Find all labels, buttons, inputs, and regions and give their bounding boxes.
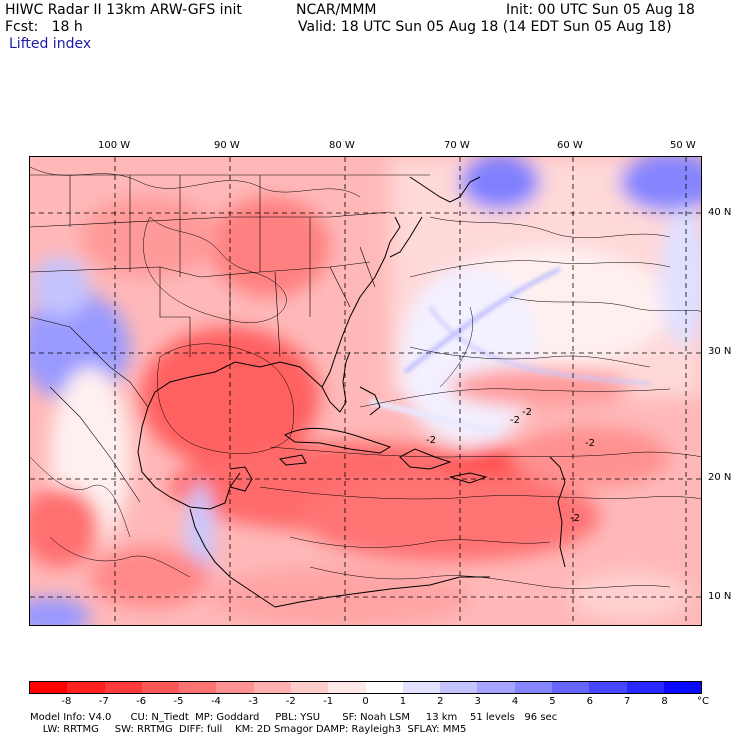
colorbar-segment (589, 682, 627, 693)
colorbar-segment (253, 682, 291, 693)
colorbar-segment (402, 682, 441, 693)
colorbar-tick-label: -4 (210, 696, 221, 707)
colorbar-tick-label: 8 (661, 696, 668, 707)
map-canvas (30, 157, 701, 625)
colorbar-tick-label: -7 (98, 696, 109, 707)
contour-label: -2 (585, 438, 595, 449)
colorbar-segment (141, 682, 180, 693)
colorbar (29, 681, 702, 694)
colorbar-segment (30, 682, 68, 693)
org-label: NCAR/MMM (296, 2, 377, 18)
colorbar-tick-label: -5 (173, 696, 184, 707)
lat-label: 10 N (708, 591, 732, 602)
lon-label: 60 W (557, 140, 583, 151)
colorbar-tick-label: 3 (474, 696, 481, 707)
colorbar-tick-label: 7 (624, 696, 631, 707)
lat-label: 20 N (708, 472, 732, 483)
field-name: Lifted index (9, 36, 92, 52)
colorbar-segment (67, 682, 105, 693)
lifted-index-map: -2 -2 -2 -2 -2 (29, 156, 702, 626)
contour-label: -2 (510, 415, 520, 426)
contour-label: -2 (522, 407, 532, 418)
contour-label: -2 (570, 513, 580, 524)
lon-label: 70 W (444, 140, 470, 151)
model-info-line1: Model Info: V4.0 CU: N_Tiedt MP: Goddard… (30, 712, 558, 723)
model-info-line2: LW: RRTMG SW: RRTMG DIFF: full KM: 2D Sm… (30, 724, 467, 735)
colorbar-tick-label: 6 (586, 696, 594, 707)
forecast-hour: Fcst: 18 h (5, 19, 83, 35)
colorbar-segment (365, 682, 403, 693)
blue-streaks (369, 267, 651, 435)
colorbar-tick-label: 4 (511, 696, 519, 707)
lon-label: 50 W (670, 140, 696, 151)
colorbar-unit: °C (697, 696, 709, 707)
coastlines (137, 176, 566, 608)
colorbar-tick-label: 2 (437, 696, 444, 707)
lat-label: 40 N (708, 207, 732, 218)
init-time: Init: 00 UTC Sun 05 Aug 18 (506, 2, 695, 18)
colorbar-tick-label: 1 (399, 696, 407, 707)
model-title: HIWC Radar II 13km ARW-GFS init (5, 2, 242, 18)
colorbar-segment (477, 682, 515, 693)
valid-time: Valid: 18 UTC Sun 05 Aug 18 (14 EDT Sun … (298, 19, 672, 35)
colorbar-segment (551, 682, 590, 693)
colorbar-segment (514, 682, 552, 693)
lon-label: 90 W (214, 140, 240, 151)
lon-label: 80 W (329, 140, 355, 151)
colorbar-segment (626, 682, 664, 693)
colorbar-tick-label: -1 (323, 696, 334, 707)
colorbar-tick-label: -8 (61, 696, 72, 707)
colorbar-segment (328, 682, 366, 693)
colorbar-tick-label: -2 (285, 696, 296, 707)
lat-label: 30 N (708, 346, 732, 357)
colorbar-tick-label: -3 (248, 696, 259, 707)
contour-label: -2 (426, 435, 436, 446)
colorbar-tick-label: 0 (362, 696, 369, 707)
colorbar-tick-label: -6 (136, 696, 147, 707)
colorbar-segment (663, 682, 702, 693)
colorbar-segment (440, 682, 478, 693)
colorbar-segment (179, 682, 217, 693)
state-borders (30, 174, 430, 503)
contour-lines (30, 166, 701, 589)
lat-lon-grid (30, 157, 701, 625)
colorbar-segment (290, 682, 329, 693)
colorbar-tick-label: 5 (549, 696, 556, 707)
colorbar-segment (216, 682, 254, 693)
colorbar-segment (104, 682, 142, 693)
lon-label: 100 W (98, 140, 131, 151)
